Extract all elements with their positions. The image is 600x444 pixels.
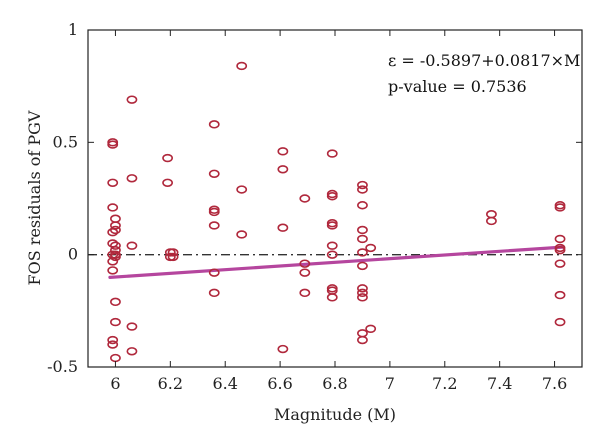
data-point [554, 234, 566, 244]
data-point [126, 241, 138, 250]
data-point [357, 288, 368, 298]
data-point [326, 241, 338, 250]
data-point [277, 165, 289, 174]
data-point [326, 221, 338, 230]
data-point [107, 266, 119, 275]
data-point [208, 288, 220, 298]
data-point [277, 223, 289, 232]
data-point [326, 284, 338, 293]
equation-annotation: ε = -0.5897+0.0817×M [388, 51, 580, 70]
data-point [357, 248, 368, 257]
data-point [110, 317, 121, 327]
data-point [277, 344, 289, 354]
data-point [236, 185, 248, 194]
data-point [554, 317, 566, 327]
data-point [365, 243, 377, 253]
data-point [107, 335, 119, 345]
data-point [110, 241, 121, 250]
data-point [126, 347, 138, 356]
data-point [554, 243, 566, 253]
data-point [208, 268, 220, 277]
data-point [208, 205, 220, 214]
data-point [277, 147, 289, 156]
data-point [208, 207, 220, 217]
data-point [162, 153, 173, 163]
x-tick-label: 6 [110, 374, 120, 393]
data-point [357, 201, 368, 210]
y-axis-title: FOS residuals of PGV [25, 110, 44, 285]
data-point [299, 259, 311, 268]
x-tick-label: 6.4 [212, 374, 237, 393]
data-point [126, 174, 138, 183]
data-point [554, 290, 566, 300]
data-point [126, 322, 138, 331]
data-point [107, 138, 119, 147]
x-tick-label: 7.6 [542, 374, 567, 393]
data-point [326, 219, 338, 228]
data-point [167, 248, 179, 257]
data-point [554, 245, 566, 255]
data-point [110, 225, 121, 235]
data-point [299, 194, 311, 203]
x-tick-label: 7.4 [487, 374, 512, 393]
data-point [208, 120, 220, 129]
data-point [167, 252, 179, 262]
data-point [357, 284, 368, 293]
data-point [236, 230, 248, 239]
y-tick-label: -0.5 [47, 357, 78, 376]
y-tick-label: 0 [68, 245, 78, 264]
x-axis-title: Magnitude (M) [274, 405, 396, 424]
data-point [554, 201, 566, 210]
x-tick-label: 6.8 [322, 374, 347, 393]
data-point [208, 169, 220, 178]
data-point [357, 261, 368, 271]
data-point [110, 297, 121, 307]
data-point [236, 61, 248, 71]
pvalue-annotation: p-value = 0.7536 [388, 77, 527, 96]
data-point [357, 335, 368, 345]
data-point [208, 221, 220, 230]
data-point [326, 189, 338, 199]
x-tick-label: 6.6 [267, 374, 292, 393]
data-point [554, 259, 566, 268]
x-tick-label: 7.2 [432, 374, 457, 393]
x-tick-label: 6.2 [158, 374, 183, 393]
data-point [299, 268, 311, 277]
data-point [110, 221, 121, 230]
data-point [357, 293, 368, 302]
data-point [110, 252, 121, 262]
data-point [107, 178, 119, 187]
data-point [326, 293, 338, 302]
data-point [110, 250, 121, 259]
data-point [486, 216, 497, 226]
y-tick-label: 1 [68, 20, 78, 39]
y-tick-label: 0.5 [53, 132, 78, 151]
x-tick-label: 7 [385, 374, 395, 393]
data-point [357, 180, 368, 190]
data-point [357, 225, 368, 235]
data-point [299, 288, 311, 298]
data-point [126, 95, 138, 104]
data-point [554, 203, 566, 212]
data-point [107, 140, 119, 149]
data-point [326, 192, 338, 201]
data-point [326, 250, 338, 259]
data-point [357, 185, 368, 194]
data-point [365, 324, 377, 334]
data-point [326, 149, 338, 158]
data-point [107, 203, 119, 212]
data-point [107, 340, 119, 349]
regression-fit-line [108, 245, 565, 279]
data-point [357, 234, 368, 244]
data-point [162, 178, 173, 187]
